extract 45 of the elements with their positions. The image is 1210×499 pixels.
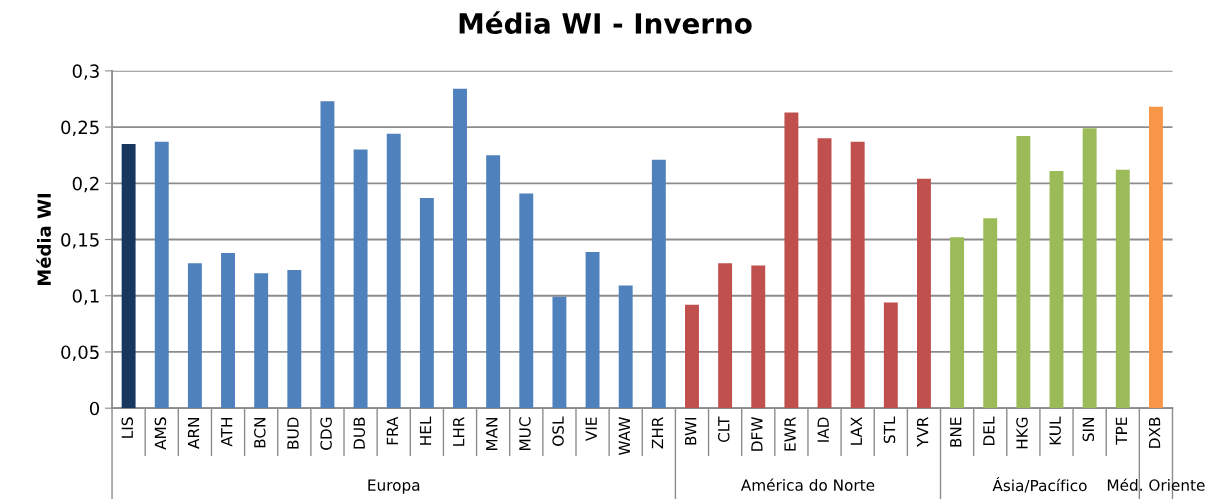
y-tick-label: 0,05 <box>61 345 99 361</box>
text: Méd. Oriente <box>1107 478 1205 491</box>
y-tick-label: 0,25 <box>61 120 99 137</box>
x-tick-label: AMS <box>154 417 167 450</box>
x-tick-label: STL <box>883 416 896 444</box>
x-tick-label: OSL <box>552 416 564 446</box>
x-tick-label: SIN <box>1082 418 1095 442</box>
x-tick-label: MUC <box>519 417 531 451</box>
x-tick-label: DXB <box>1149 417 1161 448</box>
x-tick-label: IAD <box>817 417 829 442</box>
y-tick-label: 0,1 <box>72 289 99 305</box>
chart-title: Média WI - Inverno <box>459 11 752 34</box>
x-tick-label: TPE <box>1115 417 1127 445</box>
y-tick-label: 0 <box>89 401 100 416</box>
y-axis-title: Média WI <box>36 193 51 286</box>
x-tick-label: FRA <box>386 416 398 445</box>
x-tick-label: EWR <box>784 416 796 451</box>
x-tick-label: DEL <box>983 416 995 445</box>
x-tick-label: BNE <box>950 417 962 447</box>
x-tick-label: BUD <box>287 417 299 449</box>
x-tick-label: KUL <box>1049 416 1061 445</box>
x-tick-label: BCN <box>254 418 266 448</box>
x-tick-label: VIE <box>585 417 597 442</box>
x-tick-label: YVR <box>917 416 929 447</box>
x-tick-label: CLT <box>717 416 730 443</box>
x-tick-label: DFW <box>751 417 763 451</box>
x-tick-label: LAX <box>850 416 862 445</box>
x-tick-label: LIS <box>121 417 134 438</box>
y-tick-label: 0,3 <box>72 64 99 80</box>
x-tick-label: LHR <box>453 416 465 446</box>
text: América do Norte <box>740 478 875 491</box>
x-tick-label: ARN <box>187 418 200 449</box>
y-tick-label: 0,2 <box>72 176 99 193</box>
text: Ásia/Pacífico <box>992 476 1087 493</box>
x-tick-label: DUB <box>353 417 366 449</box>
text: Europa <box>368 479 420 494</box>
x-tick-label: MAN <box>486 418 498 451</box>
x-tick-label: ATH <box>221 418 233 447</box>
x-tick-label: CDG <box>320 417 332 450</box>
x-tick-label: WAW <box>618 417 630 455</box>
y-tick-label: 0,15 <box>61 232 99 249</box>
x-tick-label: HEL <box>419 416 432 445</box>
x-tick-label: HKG <box>1016 417 1028 449</box>
x-tick-label: ZHR <box>651 416 664 449</box>
x-tick-label: BWI <box>685 418 697 445</box>
